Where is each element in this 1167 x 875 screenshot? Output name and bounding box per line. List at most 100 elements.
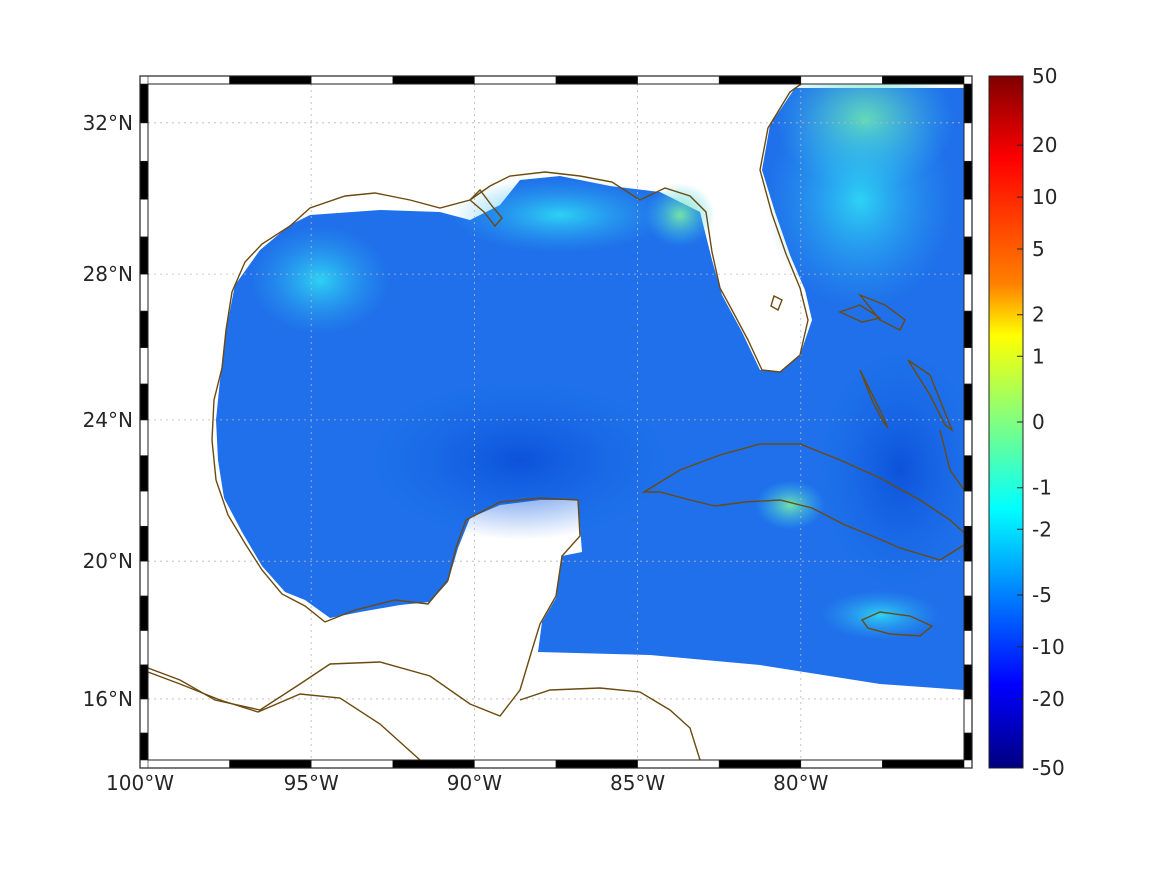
frame-segment-right xyxy=(963,347,973,385)
frame-segment-bottom xyxy=(555,759,638,769)
lon-tick-label: 95°W xyxy=(284,771,339,795)
frame-segment-right xyxy=(963,198,973,238)
colorbar-tick-label: -20 xyxy=(1032,687,1065,711)
frame-segment-left xyxy=(139,595,149,631)
map-axes xyxy=(139,75,973,769)
frame-segment-left xyxy=(139,236,149,275)
map-inner-border xyxy=(147,83,965,761)
field-highlight-cuba xyxy=(755,480,825,530)
coastline-hispaniola xyxy=(939,429,964,491)
frame-segment-right xyxy=(963,160,973,200)
coastline-bahamas-andros xyxy=(859,369,889,429)
frame-segment-right xyxy=(963,273,973,312)
frame-segment-top xyxy=(229,75,312,85)
frame-segment-bottom xyxy=(882,759,965,769)
frame-segment-right xyxy=(963,236,973,275)
frame-segment-bottom xyxy=(718,759,802,769)
frame-segment-bottom xyxy=(474,759,557,769)
lat-tick-label: 24°N xyxy=(83,408,133,432)
colorbar-tick-label: -2 xyxy=(1032,517,1052,541)
field-deep-east xyxy=(820,350,964,590)
frame-segment-right xyxy=(963,525,973,562)
field-highlight-atlantic xyxy=(765,90,955,310)
longitude-tick-labels: 100°W 95°W 90°W 85°W 80°W xyxy=(106,771,829,795)
field-highlight-florida xyxy=(645,183,715,247)
frame-segment-left xyxy=(139,698,149,734)
colorbar-tick-label: 50 xyxy=(1032,64,1057,88)
field-highlight-west-gulf xyxy=(250,225,390,335)
coastline-louisiana-delta xyxy=(468,188,503,228)
coastline-bahamas-grand xyxy=(838,304,882,323)
coastline-central-america xyxy=(519,687,701,760)
frame-segment-right xyxy=(963,560,973,597)
frame-segment-top xyxy=(310,75,394,85)
colorbar-tick-label: 0 xyxy=(1032,410,1045,434)
frame-segment-left xyxy=(139,490,149,527)
frame-segment-right xyxy=(963,698,973,734)
frame-segment-left xyxy=(139,525,149,562)
frame-segment-left xyxy=(139,198,149,238)
frame-segment-right xyxy=(963,419,973,456)
frame-segment-right xyxy=(963,122,973,162)
frame-segment-right xyxy=(963,310,973,348)
frame-segment-left xyxy=(139,273,149,312)
frame-segment-right xyxy=(963,455,973,492)
frame-segment-left xyxy=(139,732,149,761)
coastline-cuba xyxy=(641,443,964,561)
latitude-tick-labels: 16°N 20°N 24°N 28°N 32°N xyxy=(83,111,133,711)
frame-segment-bottom xyxy=(392,759,475,769)
coastline-yucatan-south xyxy=(148,649,533,717)
frame-segment-bottom xyxy=(147,759,230,769)
colorbar-tick-label: 1 xyxy=(1032,344,1045,368)
lat-tick-label: 20°N xyxy=(83,549,133,573)
field-highlight-jamaica xyxy=(820,590,940,640)
colorbar-tick-label: -50 xyxy=(1032,756,1065,780)
field-highlight-north-gulf xyxy=(450,177,670,253)
frame-segment-left xyxy=(139,630,149,666)
frame-segment-right xyxy=(963,383,973,421)
frame-segment-right xyxy=(963,595,973,631)
frame-segment-bottom xyxy=(800,759,883,769)
frame-segment-right xyxy=(963,664,973,700)
coastlines xyxy=(148,84,964,760)
lon-tick-label: 90°W xyxy=(447,771,502,795)
ocean-field xyxy=(216,84,964,690)
frame-segment-top xyxy=(474,75,557,85)
lon-tick-label: 80°W xyxy=(773,771,828,795)
frame-segment-bottom xyxy=(637,759,720,769)
frame-segment-left xyxy=(139,347,149,385)
map-border xyxy=(139,75,973,769)
frame-segment-right xyxy=(963,83,973,124)
colorbar-tick-label: -1 xyxy=(1032,476,1052,500)
frame-segment-top xyxy=(800,75,883,85)
frame-segment-bottom xyxy=(310,759,394,769)
colorbar-tick-label: 2 xyxy=(1032,303,1045,327)
lat-tick-label: 32°N xyxy=(83,111,133,135)
frame-segment-left xyxy=(139,455,149,492)
colorbar-tick-label: -5 xyxy=(1032,583,1052,607)
colorbar-tick-label: 10 xyxy=(1032,185,1057,209)
coastline-pacific xyxy=(148,671,421,760)
frame-segment-left xyxy=(139,383,149,421)
frame-segment-left xyxy=(139,419,149,456)
map-frame xyxy=(139,75,973,769)
lon-tick-label: 85°W xyxy=(610,771,665,795)
field-deep-central xyxy=(370,380,670,540)
frame-segment-right xyxy=(963,490,973,527)
colorbar-tick-label: 5 xyxy=(1032,237,1045,261)
frame-segment-left xyxy=(139,122,149,162)
coastline-bahamas-eleuthera xyxy=(907,359,954,432)
lon-tick-label: 100°W xyxy=(106,771,174,795)
frame-segment-top xyxy=(555,75,638,85)
lat-tick-label: 28°N xyxy=(83,262,133,286)
frame-segment-top xyxy=(718,75,802,85)
coastline-lake-okeechobee xyxy=(770,295,783,312)
frame-segment-top xyxy=(882,75,965,85)
frame-segment-left xyxy=(139,664,149,700)
frame-segment-bottom xyxy=(229,759,312,769)
coastline-us-gulf xyxy=(221,84,809,373)
coastline-mexico-gulf xyxy=(211,367,581,651)
